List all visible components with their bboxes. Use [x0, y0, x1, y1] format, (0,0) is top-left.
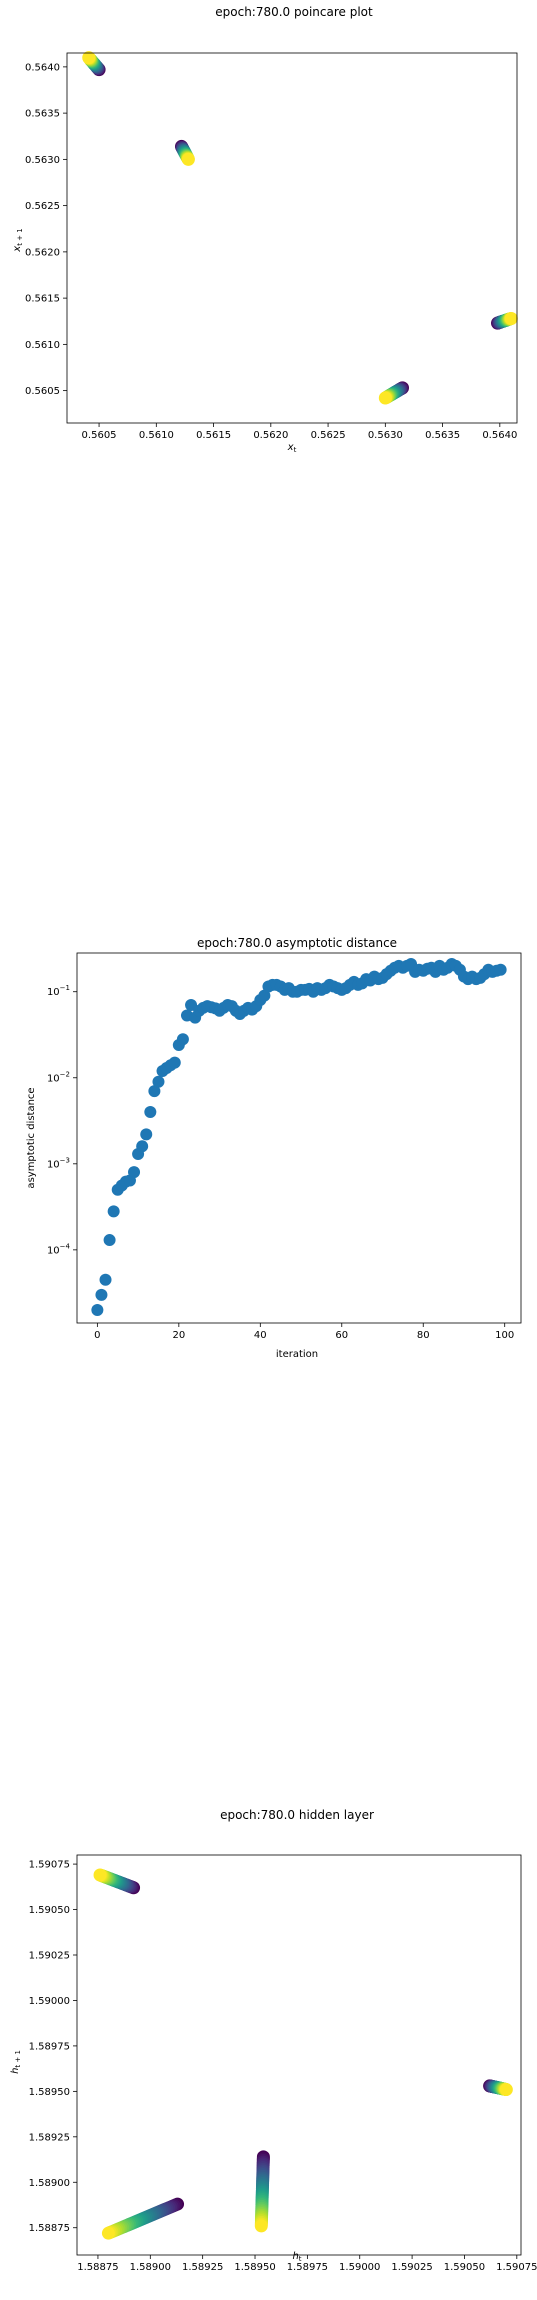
- scatter-point: [152, 1075, 165, 1088]
- x-ticks: 1.58875 1.58900 1.58925 1.58950 1.58975 1.590…: [77, 2255, 537, 2273]
- y-tick-label: 10−2: [47, 1070, 70, 1084]
- scatter-point: [254, 2219, 268, 2233]
- y-axis-label: asymptotic distance: [26, 1087, 37, 1188]
- y-tick-label: 1.58950: [29, 2087, 70, 2098]
- chart-title: epoch:780.0 hidden layer: [220, 1808, 374, 1822]
- x-tick-label: 0.5625: [311, 430, 346, 441]
- y-tick-label: 1.58875: [29, 2223, 70, 2234]
- y-tick-label: 0.5620: [25, 247, 60, 258]
- x-tick-label: 0.5630: [368, 430, 403, 441]
- y-tick-label: 0.5615: [25, 294, 60, 305]
- scatter-point: [91, 1304, 104, 1317]
- scatter-point: [148, 1085, 161, 1098]
- x-tick-label: 1.59075: [496, 2262, 537, 2273]
- y-ticks: 1.58875 1.58900 1.58925 1.58950 1.58975 1.590…: [29, 1860, 77, 2234]
- asymptotic-distance-chart: epoch:780.0 asymptotic distance 0 20 40 60 8…: [26, 936, 522, 1360]
- plot-frame: [76, 1854, 522, 2256]
- scatter-point: [136, 1140, 149, 1153]
- hidden-layer-chart: epoch:780.0 hidden layer 1.58875 1.58900 1…: [10, 1808, 537, 2273]
- y-tick-base: 10: [47, 1245, 60, 1256]
- x-axis-label: xt: [287, 442, 297, 454]
- y-tick-label: 0.5640: [25, 62, 60, 73]
- x-ticks: 0.5605 0.5610 0.5615 0.5620 0.5625 0.5630 0.56…: [82, 423, 517, 441]
- x-tick-label: 0.5620: [253, 430, 288, 441]
- x-tick-label: 1.58900: [130, 2262, 171, 2273]
- x-tick-label: 1.58975: [287, 2262, 328, 2273]
- y-tick-label: 0.5630: [25, 155, 60, 166]
- x-tick-label: 1.58925: [182, 2262, 223, 2273]
- x-axis-label: ht: [292, 2251, 301, 2263]
- x-axis-label: iteration: [276, 1349, 318, 1360]
- distance-points: [91, 957, 507, 1317]
- y-tick-base: 10: [47, 1159, 60, 1170]
- x-tick-label: 0.5610: [139, 430, 174, 441]
- y-tick-label: 1.59075: [29, 1860, 70, 1871]
- y-tick-label: 0.5610: [25, 340, 60, 351]
- chart-title: epoch:780.0 poincare plot: [215, 5, 373, 19]
- y-tick-label: 1.58925: [29, 2132, 70, 2143]
- y-tick-base: 10: [47, 987, 60, 998]
- scatter-point: [494, 963, 507, 976]
- scatter-point: [128, 1166, 141, 1179]
- y-tick-label: 1.58975: [29, 2041, 70, 2052]
- x-tick-label: 60: [335, 1330, 348, 1341]
- x-tick-label: 0.5615: [196, 430, 231, 441]
- y-tick-label: 1.59050: [29, 1905, 70, 1916]
- plot-frame: [66, 52, 518, 424]
- plot-frame: [76, 952, 522, 1324]
- y-tick-base: 10: [47, 1073, 60, 1084]
- y-tick-label: 1.59025: [29, 1951, 70, 1962]
- x-tick-label: 0.5640: [482, 430, 517, 441]
- x-tick-label: 1.58950: [234, 2262, 275, 2273]
- scatter-point: [176, 1033, 189, 1046]
- x-tick-label: 40: [254, 1330, 267, 1341]
- x-tick-label: 1.59000: [339, 2262, 380, 2273]
- y-ticks: 10−410−310−210−1: [47, 984, 77, 1256]
- scatter-point: [95, 1288, 108, 1301]
- x-tick-label: 0.5605: [82, 430, 117, 441]
- scatter-point: [144, 1106, 157, 1119]
- x-ticks: 0 20 40 60 80 100: [94, 1323, 514, 1341]
- scatter-point: [93, 1868, 107, 1882]
- x-tick-label: 80: [417, 1330, 430, 1341]
- scatter-point: [107, 1205, 120, 1218]
- scatter-point: [504, 311, 518, 325]
- scatter-point: [101, 2226, 115, 2240]
- scatter-point: [258, 989, 271, 1002]
- x-tick-label: 1.59025: [391, 2262, 432, 2273]
- x-tick-label: 1.58875: [77, 2262, 118, 2273]
- x-tick-label: 1.59050: [444, 2262, 485, 2273]
- x-tick-label: 20: [172, 1330, 185, 1341]
- scatter-point: [140, 1128, 153, 1141]
- scatter-point: [181, 152, 195, 166]
- y-tick-label: 10−1: [47, 984, 70, 998]
- y-tick-exponent: −2: [60, 1070, 70, 1078]
- scatter-point: [103, 1234, 116, 1247]
- x-tick-label: 0.5635: [425, 430, 460, 441]
- y-tick-label: 0.5605: [25, 386, 60, 397]
- y-tick-label: 10−3: [47, 1156, 70, 1170]
- y-tick-label: 1.58900: [29, 2178, 70, 2189]
- hidden-points: [93, 1868, 513, 2240]
- y-axis-label: xt + 1: [12, 228, 24, 252]
- x-tick-label: 100: [495, 1330, 514, 1341]
- x-tick-label: 0: [94, 1330, 100, 1341]
- y-tick-label: 0.5625: [25, 201, 60, 212]
- y-tick-label: 1.59000: [29, 1996, 70, 2007]
- y-tick-exponent: −1: [60, 984, 70, 992]
- scatter-point: [168, 1056, 181, 1069]
- poincare-points: [82, 51, 518, 405]
- y-tick-exponent: −3: [60, 1156, 70, 1164]
- scatter-point: [499, 2083, 513, 2097]
- scatter-point: [99, 1273, 112, 1286]
- y-axis-label: ht + 1: [10, 2050, 22, 2074]
- y-tick-label: 10−4: [47, 1242, 71, 1256]
- chart-title: epoch:780.0 asymptotic distance: [197, 936, 397, 950]
- poincare-plot-chart: epoch:780.0 poincare plot 0.5605 0.5610 0.…: [12, 5, 518, 454]
- y-tick-label: 0.5635: [25, 109, 60, 120]
- y-tick-exponent: −4: [60, 1242, 71, 1250]
- scatter-point: [378, 391, 392, 405]
- y-ticks: 0.5605 0.5610 0.5615 0.5620 0.5625 0.5630 0.56…: [25, 62, 67, 397]
- scatter-point: [82, 51, 96, 65]
